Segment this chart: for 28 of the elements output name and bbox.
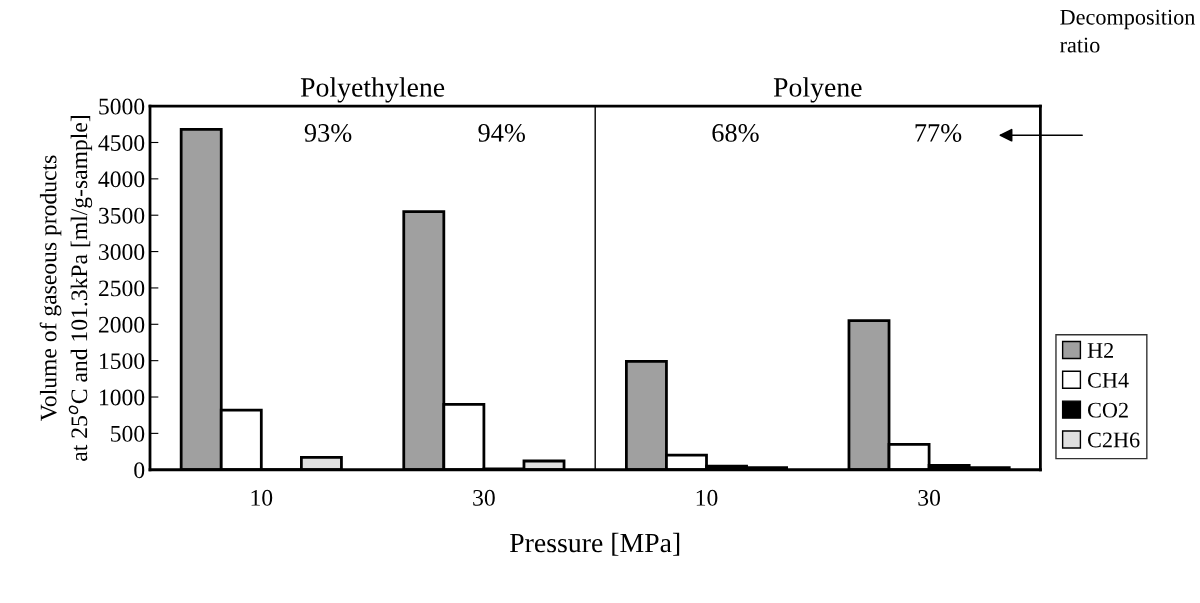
y-tick-label: 5000	[99, 98, 145, 115]
y-tick-label: 3000	[99, 244, 145, 260]
x-axis-title: Pressure [MPa]	[509, 532, 680, 556]
y-tick-label: 1000	[99, 389, 145, 406]
text: Polyethylene	[300, 77, 445, 103]
text: Polyene	[773, 77, 862, 103]
y-tick-label: 3500	[99, 207, 145, 224]
legend-label: H2	[1087, 342, 1114, 358]
text: Decomposition ratio	[1060, 9, 1196, 53]
annotation: 77%	[915, 124, 962, 142]
y-axis-title: Volume of gaseous products at 25$^{o}$C and 101.3kPa [ml/g-sample]	[39, 116, 93, 461]
legend-label: CH4	[1087, 372, 1129, 388]
legend-label: C2H6	[1087, 432, 1140, 448]
y-tick-label: 500	[111, 425, 145, 442]
annotation: 93%	[304, 124, 352, 142]
y-tick-label: 4500	[98, 134, 145, 151]
x-tick-label: 10	[251, 489, 273, 506]
y-tick-label: 1500	[99, 353, 145, 370]
x-tick-label: 30	[473, 489, 495, 506]
x-tick-label: 30	[918, 489, 941, 506]
x-tick-label: 10	[696, 489, 718, 506]
annotation: 68%	[712, 124, 759, 142]
legend-label: CO2	[1087, 402, 1128, 418]
annotation: 94%	[478, 124, 525, 142]
y-tick-label: 2500	[98, 280, 145, 297]
y-tick-label: 4000	[98, 171, 145, 188]
y-tick-label: 0	[134, 462, 145, 479]
y-tick-label: 2000	[98, 316, 145, 333]
